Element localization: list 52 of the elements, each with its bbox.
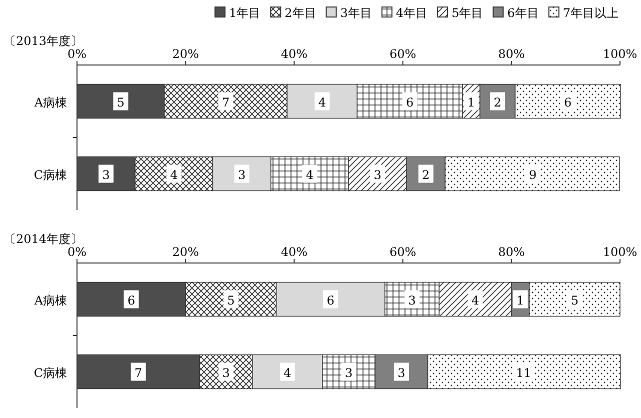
annotation: 2: [422, 168, 430, 182]
legend-label: 4年目: [396, 6, 428, 20]
annotation: 3: [344, 366, 353, 380]
y-tick-label: C病棟: [34, 168, 67, 182]
chart-title: 〔2013年度〕: [4, 34, 83, 48]
annotation: 6: [406, 95, 414, 110]
annotation: 4: [170, 168, 178, 182]
annotation: 5: [116, 95, 125, 110]
annotation: 4: [284, 366, 292, 380]
annotation: 9: [529, 168, 537, 182]
y-tick-label: A病棟: [33, 293, 67, 308]
annotation: 5: [570, 293, 578, 308]
x-tick-label: 60%: [389, 47, 416, 61]
annotation: 2: [494, 95, 502, 110]
annotation: 3: [408, 293, 416, 308]
x-tick-label: 100%: [602, 47, 638, 61]
annotation: 4: [318, 95, 326, 110]
legend-label: 7年目以上: [562, 6, 618, 20]
x-tick-label: 0%: [67, 245, 87, 259]
legend-label: 1年目: [229, 6, 261, 20]
y-tick-label: C病棟: [34, 366, 67, 380]
annotation: 3: [374, 168, 382, 182]
legend-label: 6年目: [507, 6, 539, 20]
annotation: 5: [227, 293, 235, 308]
annotation: 7: [134, 366, 142, 380]
annotation: 6: [564, 95, 572, 110]
chart-title: 〔2014年度〕: [4, 232, 83, 246]
annotation: 6: [127, 293, 136, 308]
annotation: 3: [102, 168, 110, 182]
annotation: 1: [516, 293, 524, 308]
x-tick-label: 40%: [280, 47, 308, 61]
x-tick-label: 20%: [172, 245, 199, 259]
annotation: 1: [467, 95, 476, 110]
annotation: 6: [326, 293, 334, 308]
y-tick-label: A病棟: [33, 95, 67, 110]
legend-label: 3年目: [340, 6, 372, 20]
legend-label: 2年目: [284, 6, 316, 20]
x-tick-label: 80%: [498, 245, 525, 259]
annotation: 3: [222, 366, 230, 380]
annotation: 3: [238, 168, 246, 182]
x-tick-label: 80%: [498, 47, 525, 61]
annotation: 7: [222, 95, 230, 110]
annotation: 11: [516, 366, 532, 380]
annotation: 4: [471, 293, 480, 308]
x-tick-label: 20%: [172, 47, 199, 61]
annotation: 3: [398, 366, 406, 380]
annotation: 4: [306, 168, 314, 182]
x-tick-label: 40%: [280, 245, 308, 259]
legend-label: 5年目: [452, 6, 484, 20]
x-tick-label: 60%: [389, 245, 416, 259]
x-tick-label: 0%: [67, 47, 87, 61]
x-tick-label: 100%: [602, 245, 638, 259]
